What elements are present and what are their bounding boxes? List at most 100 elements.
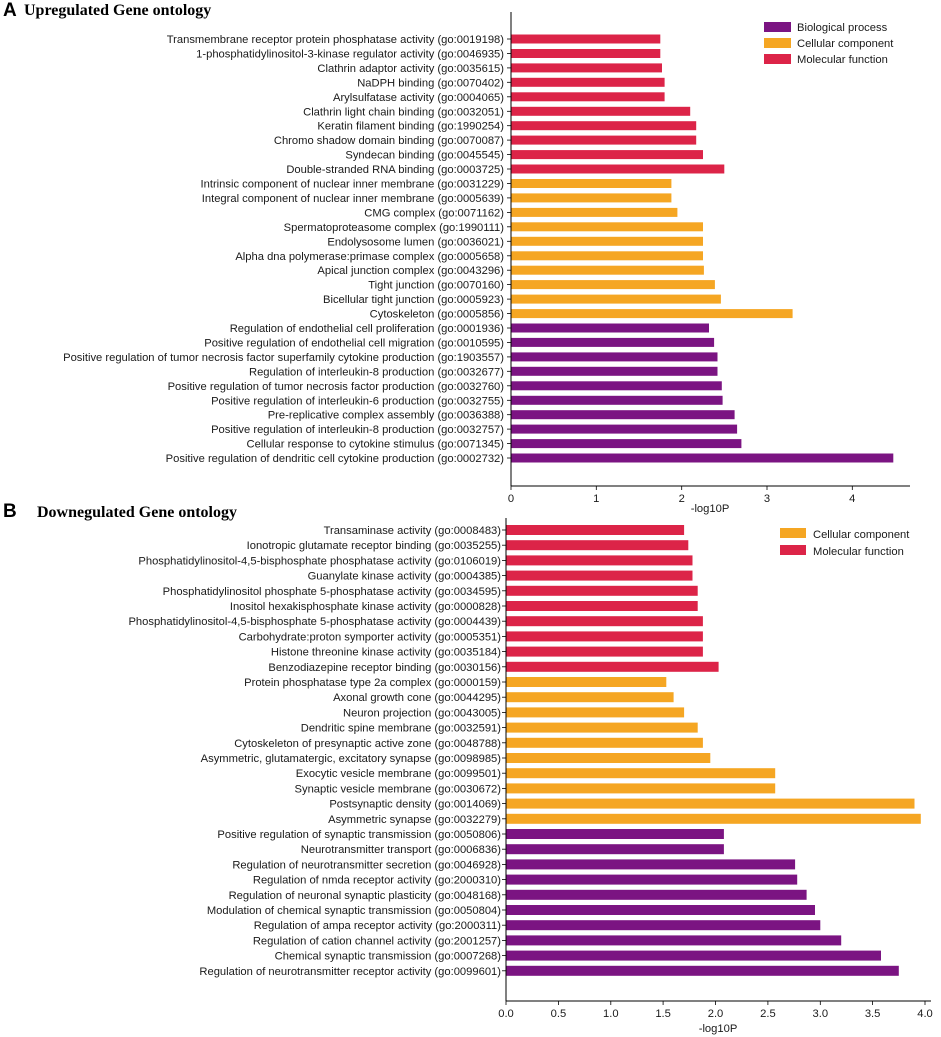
category-label: Chemical synaptic transmission (go:00072… — [275, 951, 502, 963]
bar — [506, 753, 711, 763]
category-label: Arylsulfatase activity (go:0004065) — [333, 92, 504, 104]
bar — [511, 207, 678, 217]
category-label: Clathrin adaptor activity (go:0035615) — [317, 63, 504, 75]
downregulated-category-labels: Transaminase activity (go:0008483) Ionotr… — [128, 525, 506, 978]
category-label: Endolysosome lumen (go:0036021) — [327, 236, 504, 248]
category-label: Regulation of neurotransmitter secretion… — [232, 859, 501, 871]
category-label: Positive regulation of tumor necrosis fa… — [168, 381, 505, 393]
category-label: Protein phosphatase type 2a complex (go:… — [244, 677, 501, 689]
category-label: Transaminase activity (go:0008483) — [324, 525, 502, 537]
bar — [511, 135, 697, 145]
category-label: Keratin filament binding (go:1990254) — [317, 121, 504, 133]
category-label: Double-stranded RNA binding (go:0003725) — [286, 164, 504, 176]
bar — [511, 222, 703, 232]
category-label: Regulation of nmda receptor activity (go… — [253, 875, 501, 887]
category-label: Pre-replicative complex assembly (go:003… — [268, 410, 505, 422]
category-label: Spermatoproteasome complex (go:1990111) — [284, 222, 505, 234]
category-label: Positive regulation of synaptic transmis… — [217, 829, 501, 841]
panel-letter-b: B — [3, 501, 17, 522]
bar — [511, 121, 697, 131]
legend-label-cellular-component: Cellular component — [813, 529, 910, 541]
bar — [506, 677, 667, 687]
bar — [506, 646, 703, 657]
x-tick-label: 2 — [679, 493, 685, 505]
bar — [511, 179, 672, 188]
bar — [506, 965, 899, 976]
bar — [506, 616, 703, 627]
category-label: Exocytic vesicle membrane (go:0099501) — [296, 768, 501, 780]
category-label: Apical junction complex (go:0043296) — [317, 265, 504, 277]
legend-label-biological-process: Biological process — [797, 22, 888, 34]
downregulated-bars — [506, 525, 921, 976]
downregulated-title: Downegulated Gene ontology — [37, 504, 237, 521]
category-label: Tight junction (go:0070160) — [368, 280, 504, 292]
downregulated-x-ticks: 0.0 0.5 1.0 1.5 2.0 2.5 3.0 3.5 4.0 — [498, 1001, 933, 1020]
category-label: Regulation of ampa receptor activity (go… — [254, 920, 502, 932]
x-tick-label: 1.0 — [603, 1008, 619, 1020]
bar — [506, 783, 776, 794]
legend-swatch-cellular-component — [780, 528, 806, 538]
category-label: Cytoskeleton of presynaptic active zone … — [234, 738, 501, 750]
downregulated-panel: B Downegulated Gene ontology Transaminas… — [3, 501, 933, 1035]
bar — [511, 236, 703, 246]
bar — [506, 798, 915, 809]
bar — [506, 950, 881, 961]
category-label: Axonal growth cone (go:0044295) — [333, 692, 501, 704]
category-label: Syndecan binding (go:0045545) — [345, 150, 504, 162]
legend-label-molecular-function: Molecular function — [797, 54, 888, 66]
category-label: Asymmetric synapse (go:0032279) — [328, 814, 501, 826]
bar — [511, 294, 721, 304]
bar — [511, 106, 691, 116]
bar — [506, 555, 693, 566]
bar — [511, 63, 662, 73]
category-label: Phosphatidylinositol-4,5-bisphosphate ph… — [138, 555, 501, 567]
bar — [506, 707, 685, 718]
category-label: Regulation of endothelial cell prolifera… — [230, 323, 505, 335]
bar — [506, 585, 698, 596]
bar — [506, 768, 776, 779]
legend-swatch-molecular-function — [780, 545, 806, 555]
category-label: Positive regulation of interleukin-8 pro… — [211, 424, 504, 436]
legend-label-cellular-component: Cellular component — [797, 38, 894, 50]
bar — [506, 737, 703, 748]
category-label: Integral component of nuclear inner memb… — [202, 193, 505, 205]
category-label: Asymmetric, glutamatergic, excitatory sy… — [201, 753, 502, 765]
category-label: Intrinsic component of nuclear inner mem… — [201, 179, 505, 191]
category-label: Dendritic spine membrane (go:0032591) — [301, 723, 502, 735]
category-label: Histone threonine kinase activity (go:00… — [271, 647, 501, 659]
bar — [511, 323, 709, 333]
bar — [511, 381, 722, 391]
category-label: Regulation of neurotransmitter receptor … — [199, 966, 501, 978]
category-label: Clathrin light chain binding (go:0032051… — [303, 106, 504, 118]
bar — [511, 49, 661, 58]
bar — [511, 150, 703, 160]
category-label: 1-phosphatidylinositol-3-kinase regulato… — [196, 49, 504, 61]
bar — [511, 352, 718, 362]
bar — [506, 692, 674, 703]
category-label: Transmembrane receptor protein phosphata… — [167, 34, 505, 46]
x-tick-label: 3.5 — [865, 1008, 881, 1020]
bar — [511, 251, 703, 261]
bar — [511, 280, 715, 290]
bar — [506, 661, 719, 672]
bar — [511, 424, 738, 434]
x-tick-label: 3.0 — [813, 1008, 829, 1020]
bar — [511, 164, 725, 174]
category-label: Phosphatidylinositol-4,5-bisphosphate 5-… — [128, 616, 501, 628]
bar — [506, 859, 796, 870]
bar — [506, 540, 689, 551]
bar — [511, 193, 672, 203]
bar — [506, 905, 815, 915]
legend-swatch-molecular-function — [764, 54, 791, 64]
category-label: Postsynaptic density (go:0014069) — [329, 799, 501, 811]
upregulated-x-axis-label: -log10P — [691, 503, 730, 515]
bar — [506, 631, 703, 642]
bar — [506, 722, 698, 733]
x-tick-label: 0 — [508, 493, 514, 505]
category-label: Carbohydrate:proton symporter activity (… — [239, 631, 502, 643]
bar — [511, 34, 661, 44]
category-label: Phosphatidylinositol phosphate 5-phospha… — [163, 586, 502, 598]
category-label: Guanylate kinase activity (go:0004385) — [308, 571, 502, 583]
x-tick-label: 0.0 — [498, 1008, 514, 1020]
category-label: Benzodiazepine receptor binding (go:0030… — [268, 662, 501, 674]
